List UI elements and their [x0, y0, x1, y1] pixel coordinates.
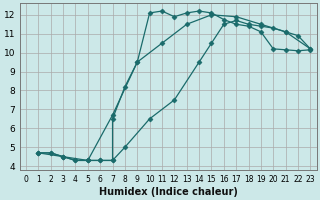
X-axis label: Humidex (Indice chaleur): Humidex (Indice chaleur): [99, 187, 238, 197]
